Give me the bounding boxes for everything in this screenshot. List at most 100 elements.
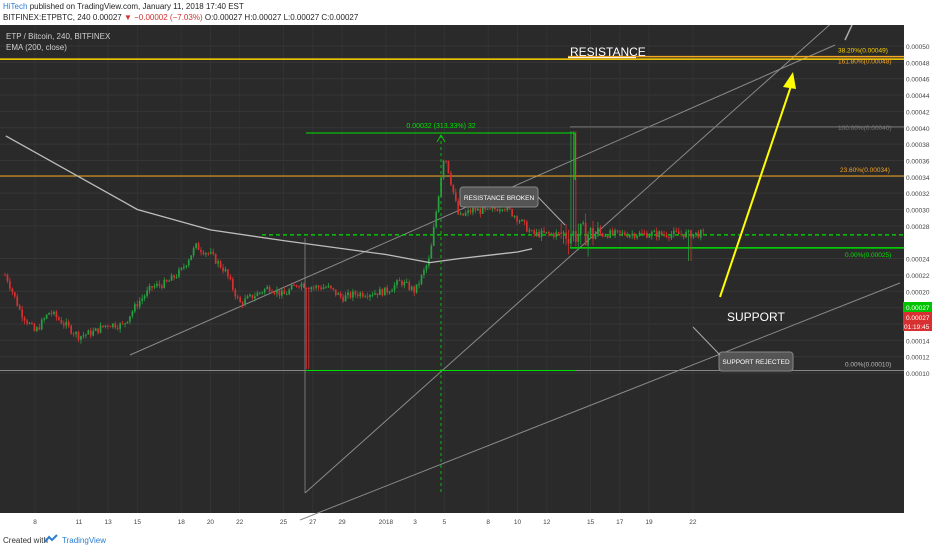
candle-body <box>21 309 23 318</box>
candle-body <box>337 293 340 295</box>
candle-body <box>430 245 433 259</box>
candle-body <box>552 233 555 237</box>
candle-body <box>680 233 683 235</box>
candle-body <box>599 227 602 234</box>
candle-body <box>354 291 357 295</box>
candle-body <box>379 289 381 296</box>
candle-body <box>467 210 469 213</box>
candle-body <box>533 230 536 234</box>
candle-body <box>109 326 112 328</box>
candle-body <box>178 269 180 277</box>
candle-body <box>352 291 354 298</box>
candle-body <box>192 248 195 256</box>
y-tick-label: 0.00020 <box>906 289 930 296</box>
price-chart[interactable]: 38.20%(0.00049)161.80%(0.00048)100.00%(0… <box>0 25 932 528</box>
tradingview-brand[interactable]: TradingView <box>62 536 107 545</box>
candle-body <box>506 205 509 211</box>
candle-body <box>97 328 99 333</box>
x-tick-label: 12 <box>543 519 551 526</box>
candle-body <box>31 323 33 325</box>
candle-body <box>65 321 68 326</box>
candle-body <box>508 205 511 210</box>
candle-body <box>381 289 384 296</box>
y-tick-label: 0.00022 <box>906 273 930 280</box>
candle-body <box>609 230 611 238</box>
author-link[interactable]: HiTech <box>3 2 28 11</box>
candle-body <box>435 211 438 228</box>
candle-body <box>496 209 499 211</box>
candle-body <box>692 233 695 238</box>
fib-382-label: 38.20%(0.00049) <box>838 48 888 55</box>
candle-body <box>200 249 202 253</box>
candle-body <box>305 287 308 289</box>
x-tick-label: 5 <box>443 519 447 526</box>
candle-body <box>388 291 391 293</box>
x-axis-labels: 8 11 13 15 18 20 22 25 27 29 2018 3 5 8 10 12 15 17 19 22 <box>33 519 697 526</box>
y-tick-label: 0.00010 <box>906 371 930 378</box>
y-tick-label: 0.00030 <box>906 208 930 215</box>
candle-body <box>241 302 244 305</box>
candle-body <box>214 254 217 264</box>
candle-body <box>180 267 183 270</box>
support-price-tag <box>903 302 932 312</box>
candle-body <box>107 325 109 327</box>
candle-body <box>356 294 359 297</box>
grid <box>0 25 904 513</box>
candle-body <box>526 221 528 232</box>
y-tick-label: 0.00050 <box>906 44 930 51</box>
candle-body <box>464 212 467 216</box>
candle-body <box>131 311 134 317</box>
candle-body <box>501 209 504 211</box>
candle-body <box>187 260 190 266</box>
candle-body <box>9 281 11 289</box>
candle-body <box>165 279 168 282</box>
y-tick-label: 0.00048 <box>906 60 930 67</box>
candle-body <box>540 230 543 238</box>
candle-body <box>459 213 462 215</box>
candle-body <box>376 293 379 296</box>
candle-body <box>668 236 670 238</box>
candle-body <box>195 243 197 249</box>
candle-body <box>503 209 506 211</box>
candle-body <box>6 274 9 282</box>
candle-body <box>276 290 278 294</box>
y-tick-label: 0.00040 <box>906 126 930 133</box>
x-tick-label: 19 <box>645 519 653 526</box>
candle-body <box>697 232 700 238</box>
y-tick-label: 0.00028 <box>906 224 930 231</box>
candle-body <box>685 231 687 238</box>
candle-body <box>141 298 144 301</box>
candle-body <box>170 275 173 281</box>
y-tick-label: 0.00014 <box>906 338 930 345</box>
candle-body <box>295 285 298 287</box>
current-price-tag <box>903 312 932 331</box>
candle-body <box>67 321 70 326</box>
candle-body <box>655 231 658 238</box>
candle-body <box>312 287 315 289</box>
candle-body <box>327 285 330 288</box>
candle-body <box>175 276 178 278</box>
candle-body <box>330 285 332 288</box>
x-tick-label: 10 <box>514 519 522 526</box>
candle-body <box>320 287 322 290</box>
candle-body <box>682 234 685 238</box>
candle-body <box>23 317 26 321</box>
candle-body <box>673 230 675 235</box>
candle-body <box>244 298 246 305</box>
symbol-label: BITFINEX:ETPBTC, 240 <box>3 13 91 22</box>
x-tick-label: 17 <box>616 519 624 526</box>
candle-body <box>212 251 215 255</box>
candle-body <box>518 221 521 223</box>
candle-body <box>13 292 16 297</box>
candle-body <box>383 287 386 296</box>
candle-body <box>604 235 607 237</box>
candle-body <box>447 160 450 174</box>
legend-title: ETP / Bitcoin, 240, BITFINEX <box>6 32 111 41</box>
candle-body <box>249 294 251 297</box>
candle-body <box>325 287 327 289</box>
candle-body <box>285 294 288 296</box>
support-price-text: 0.00027 <box>906 305 930 312</box>
candle-body <box>374 293 376 295</box>
countdown-text: 01:19:45 <box>904 324 930 331</box>
candle-body <box>437 196 440 212</box>
